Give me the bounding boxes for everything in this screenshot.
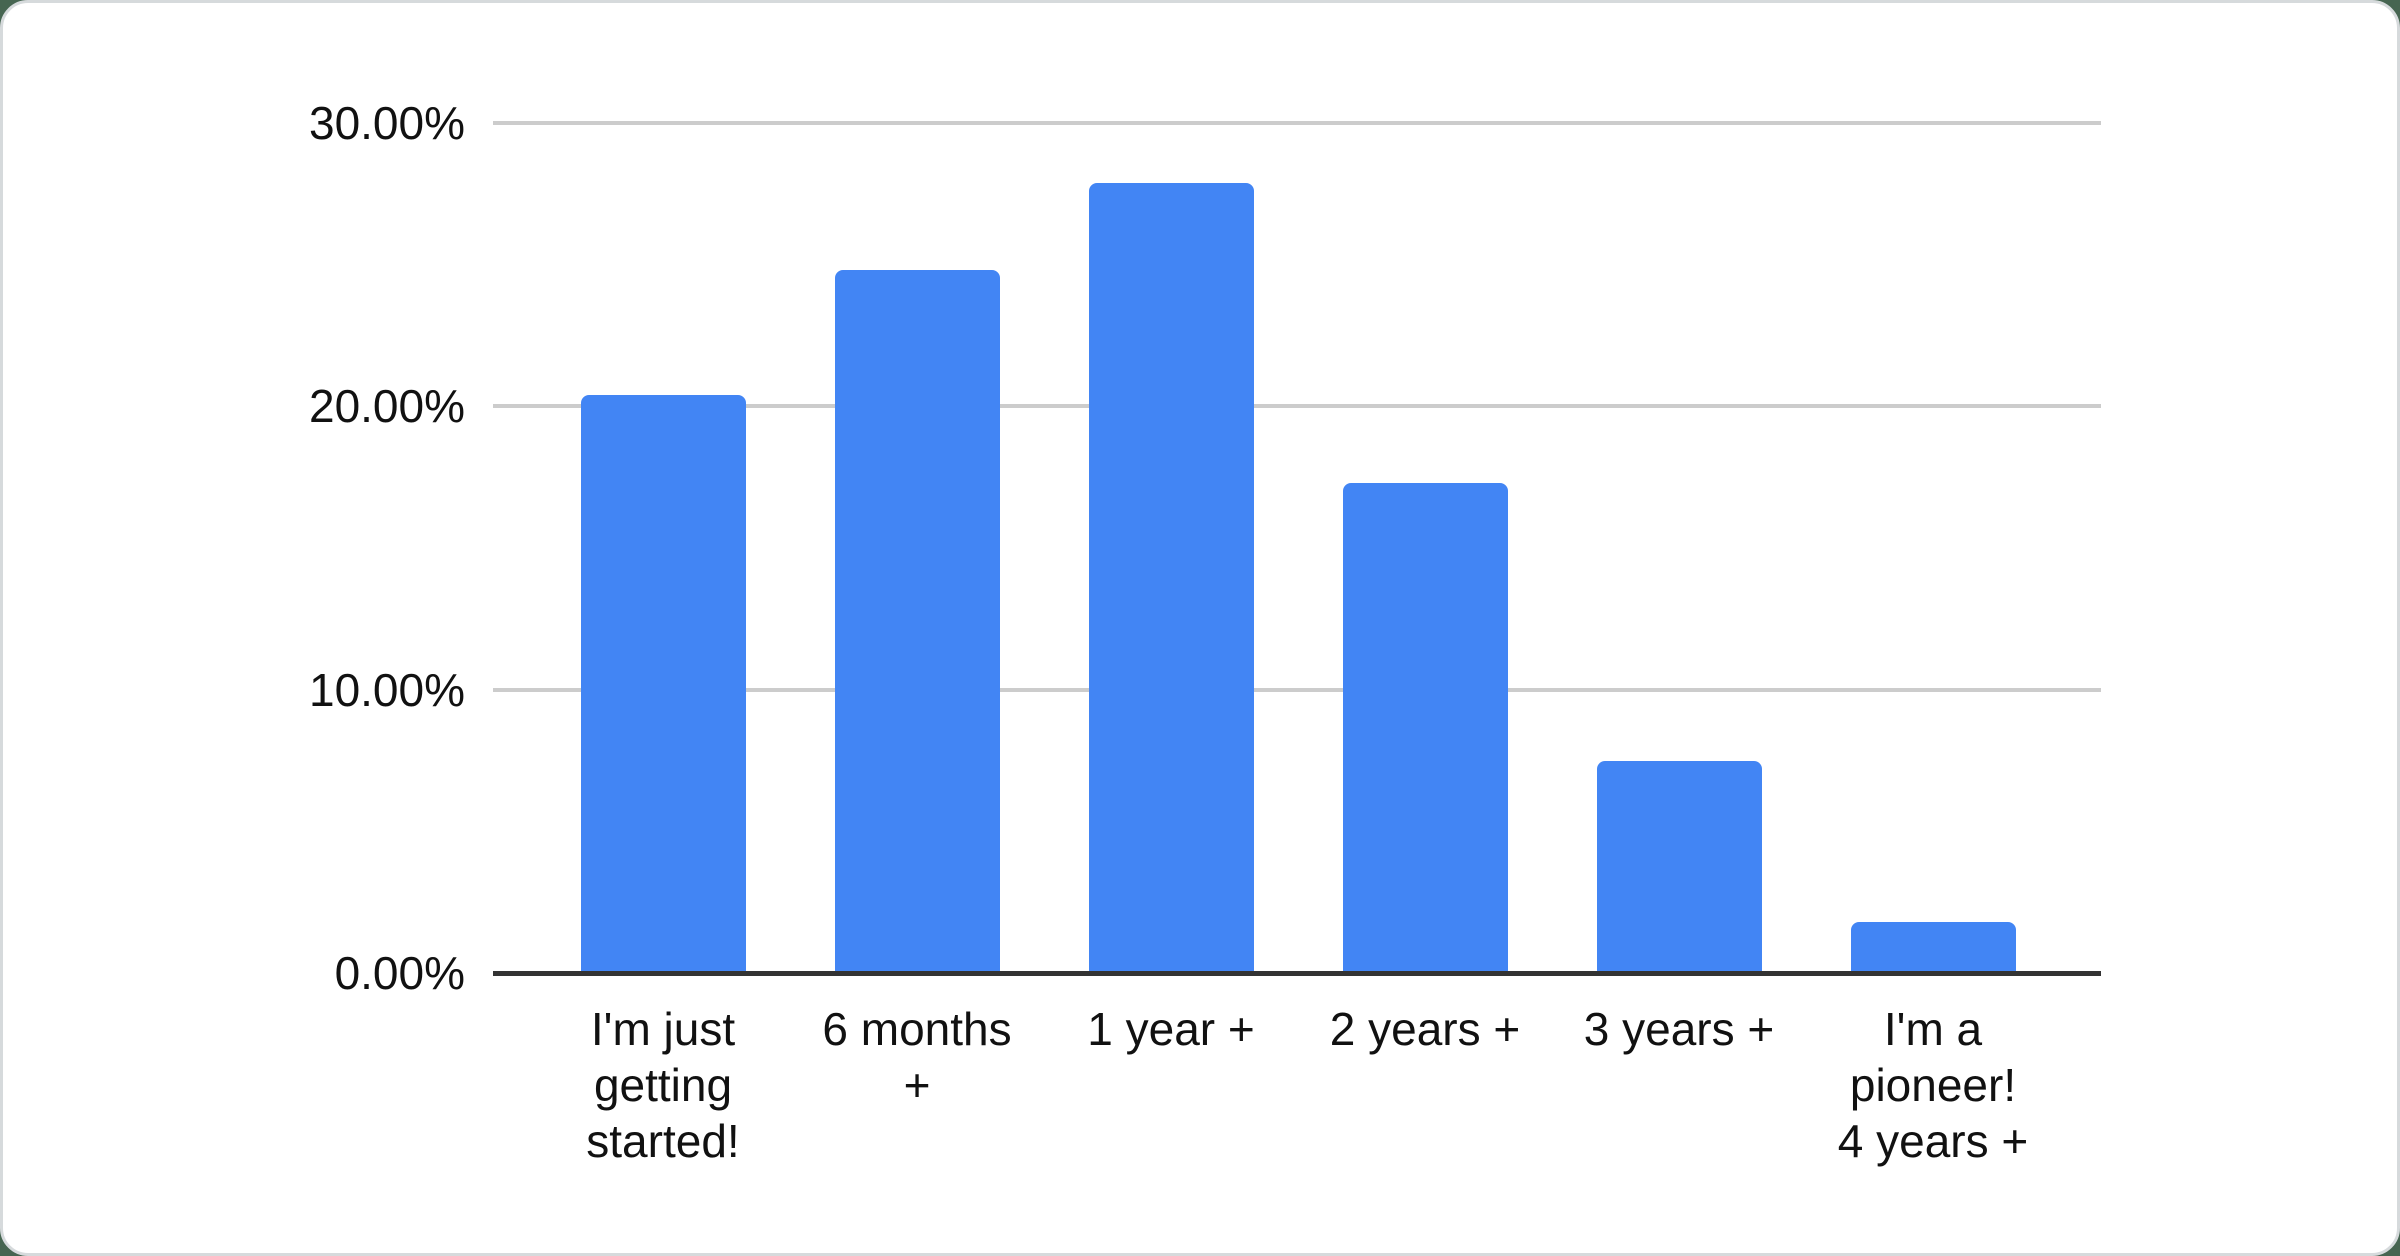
x-axis-category-label: I'm a pioneer! 4 years +: [1837, 1003, 2029, 1167]
y-axis-tick-label: 20.00%: [308, 380, 465, 433]
y-axis-tick-label: 0.00%: [334, 947, 465, 999]
gridline-10: [493, 687, 2101, 692]
x-axis-category-label: 3 years +: [1583, 1003, 1775, 1055]
bar-4: [1342, 482, 1508, 973]
bar-chart-plot-area: 30.00% 20.00% 10.00% 0.00% I'm just getting …: [3, 3, 2397, 1253]
y-axis-tick-label: 10.00%: [308, 663, 465, 716]
gridline-30: [493, 121, 2101, 125]
x-axis-line: [493, 971, 2101, 976]
bar-5: [1596, 760, 1762, 973]
x-axis-category-label: 1 year +: [1087, 1003, 1255, 1055]
x-axis-category-label: 6 months +: [822, 1003, 1012, 1111]
y-axis-tick-label: 30.00%: [308, 97, 465, 149]
bar-1: [580, 395, 746, 973]
bar-3: [1088, 182, 1254, 973]
bar-6: [1850, 922, 2016, 973]
gridline-20: [493, 404, 2101, 409]
bar-2: [834, 270, 1000, 973]
x-axis-category-label: 2 years +: [1329, 1003, 1521, 1055]
x-axis-category-label: I'm just getting started!: [586, 1003, 740, 1167]
